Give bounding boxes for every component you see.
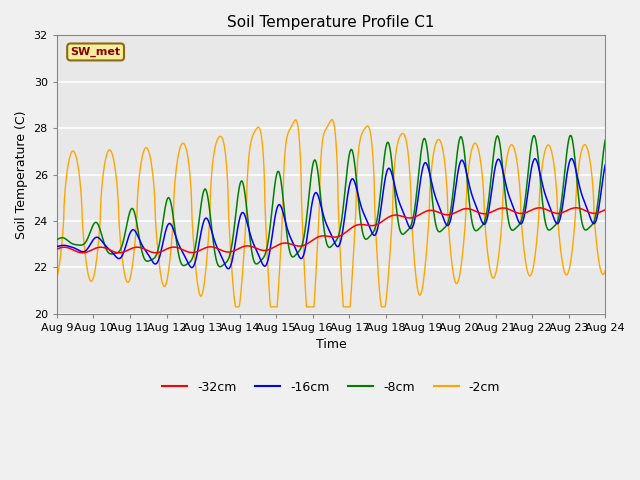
Text: SW_met: SW_met (70, 47, 121, 57)
Title: Soil Temperature Profile C1: Soil Temperature Profile C1 (227, 15, 435, 30)
X-axis label: Time: Time (316, 338, 346, 351)
Y-axis label: Soil Temperature (C): Soil Temperature (C) (15, 110, 28, 239)
Legend: -32cm, -16cm, -8cm, -2cm: -32cm, -16cm, -8cm, -2cm (157, 376, 505, 399)
